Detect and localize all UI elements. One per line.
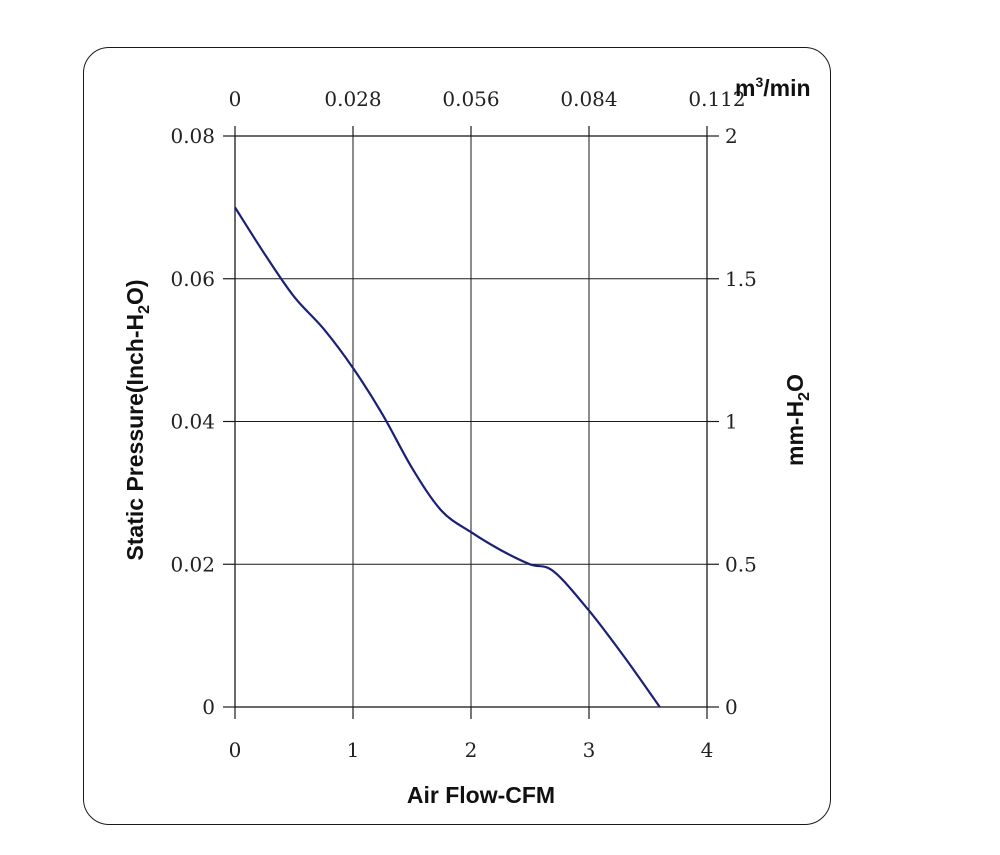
top-axis-unit: m3/min bbox=[735, 74, 811, 101]
y-axis-title: Static Pressure(Inch-H2O) bbox=[122, 279, 153, 560]
pressure-flow-curve bbox=[234, 206, 661, 708]
y-axis-title-subscript: 2 bbox=[136, 305, 153, 314]
x-tick-label: 3 bbox=[583, 738, 596, 762]
x-axis-title: Air Flow-CFM bbox=[407, 782, 555, 808]
x-top-tick-label: 0.112 bbox=[688, 87, 745, 111]
y-axis-title-part1: Static Pressure(Inch-H bbox=[122, 314, 148, 561]
tick-marks bbox=[223, 126, 719, 719]
y-right-tick-label: 2 bbox=[725, 124, 738, 148]
right-axis-title: mm-H2O bbox=[782, 374, 813, 466]
x-tick-label: 4 bbox=[701, 738, 714, 762]
y-right-tick-label: 0.5 bbox=[725, 552, 757, 576]
y-tick-label: 0.04 bbox=[170, 410, 215, 434]
x-top-tick-label: 0.084 bbox=[560, 87, 617, 111]
y-tick-label: 0.02 bbox=[170, 552, 215, 576]
x-top-tick-label: 0.056 bbox=[442, 87, 499, 111]
x-tick-label: 0 bbox=[229, 738, 242, 762]
x-tick-label: 1 bbox=[347, 738, 360, 762]
x-top-tick-label: 0.028 bbox=[324, 87, 381, 111]
y-axis-title-part2: O) bbox=[122, 279, 148, 305]
y-right-tick-label: 1.5 bbox=[725, 267, 757, 291]
y-right-tick-label: 1 bbox=[725, 410, 738, 434]
y-right-tick-label: 0 bbox=[725, 695, 738, 719]
x-tick-label: 2 bbox=[465, 738, 478, 762]
grid bbox=[235, 136, 707, 707]
y-tick-label: 0.06 bbox=[170, 267, 215, 291]
y-tick-label: 0.08 bbox=[170, 124, 215, 148]
y-tick-label: 0 bbox=[202, 695, 215, 719]
chart-frame bbox=[83, 47, 831, 825]
x-top-tick-label: 0 bbox=[229, 87, 242, 111]
